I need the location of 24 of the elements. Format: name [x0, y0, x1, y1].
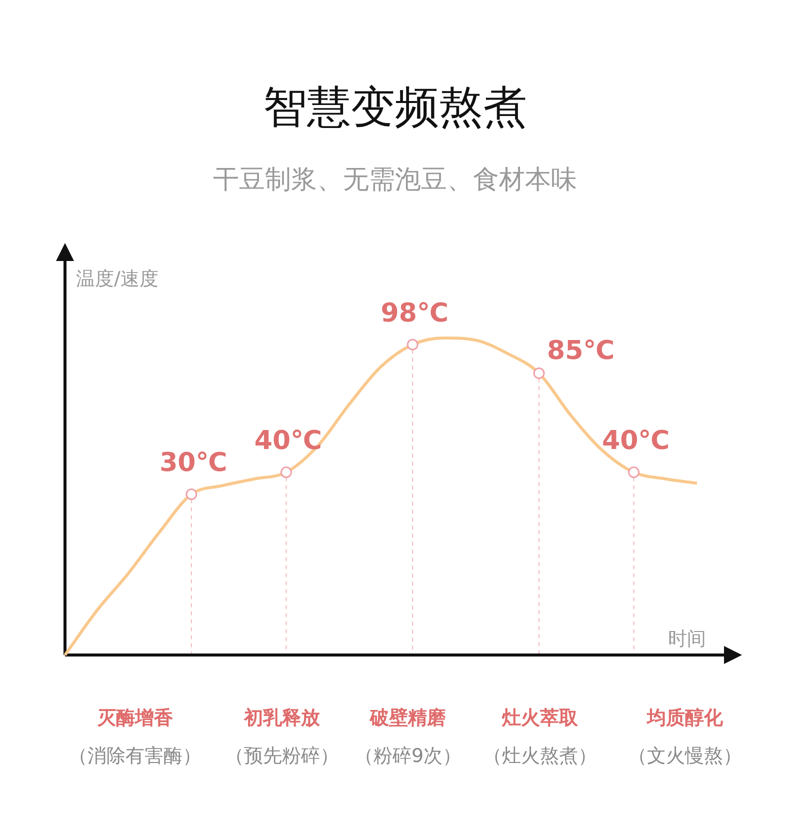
- text: 均质醇化: [647, 706, 723, 731]
- text: 灭酶增香: [97, 706, 173, 731]
- chart-subtitle: 干豆制浆、无需泡豆、食材本味: [212, 164, 578, 197]
- data-label: 30℃: [160, 448, 228, 478]
- chart-title: 智慧变频熬煮: [262, 81, 528, 135]
- point: [186, 488, 198, 500]
- text: （粉碎9次）: [354, 744, 462, 769]
- text: （消除有害酶）: [68, 744, 202, 769]
- point: [406, 338, 418, 350]
- point: [533, 367, 545, 379]
- text: 初乳释放: [244, 706, 320, 731]
- text: （预先粉碎）: [225, 744, 339, 769]
- text: （文火慢熬）: [628, 744, 742, 769]
- text: （灶火熬煮）: [483, 744, 597, 769]
- data-label: 98℃: [380, 298, 448, 328]
- data-label: 40℃: [602, 426, 670, 456]
- y-axis-title: 温度/速度: [76, 267, 158, 292]
- data-label: 85℃: [547, 336, 615, 366]
- x-axis-title: 时间: [668, 627, 706, 652]
- data-label: 40℃: [254, 426, 322, 456]
- point: [628, 466, 640, 478]
- text: 破壁精磨: [370, 706, 446, 731]
- text: 灶火萃取: [502, 706, 578, 731]
- point: [280, 466, 292, 478]
